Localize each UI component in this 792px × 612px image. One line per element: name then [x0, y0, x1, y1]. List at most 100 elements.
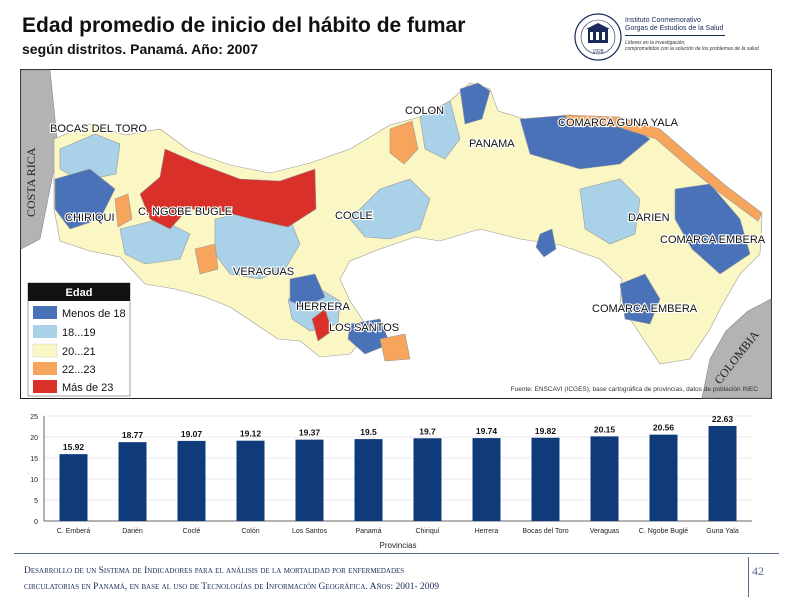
colon-area: [419, 100, 461, 160]
bar: [708, 425, 737, 521]
data-label: 19.12: [240, 429, 262, 439]
label-chiriqui: CHIRIQUI: [65, 212, 115, 224]
label-darien: DARIEN: [628, 212, 670, 224]
slide-title: Edad promedio de inicio del hábito de fu…: [22, 14, 466, 37]
label-ngobe-bugle: C. NGOBE BUGLE: [138, 206, 232, 218]
label-colon: COLON: [405, 105, 444, 117]
legend-swatch-5: [33, 380, 57, 393]
colon-north-area: [459, 82, 491, 125]
label-cocle: COCLE: [335, 210, 373, 222]
bar: [649, 434, 678, 521]
logo-divider: [625, 35, 725, 36]
map-source: Fuente: ENSCAVI (ICGES), base cartográfi…: [511, 386, 759, 393]
island-blue-area: [535, 228, 557, 258]
y-tick-label: 0: [34, 519, 38, 526]
logo-name-line2: Gorgas de Estudios de la Salud: [625, 25, 724, 32]
y-tick-label: 10: [30, 477, 38, 484]
x-tick-label: Panamá: [355, 528, 381, 535]
bar: [354, 439, 383, 521]
logo-tagline-line2: comprometidos con la solución de los pro…: [625, 46, 759, 52]
data-label: 20.15: [594, 424, 616, 434]
data-label: 22.63: [712, 414, 734, 424]
x-tick-label: Guna Yala: [706, 528, 739, 535]
colon-orange-area: [389, 120, 419, 165]
colombia-area: [701, 298, 772, 399]
legend-label-3: 20...21: [62, 346, 96, 358]
legend-label-4: 22...23: [62, 364, 96, 376]
panama-landmass: [53, 82, 763, 365]
footer-text-line1: Desarrollo de un Sistema de Indicadores …: [24, 566, 405, 576]
bocas-area: [59, 133, 121, 182]
region-labels: BOCAS DEL TORO COLON COMARCA GUNA YALA P…: [49, 104, 767, 335]
map-legend: Edad Menos de 18 18...19 20...21 22...23…: [27, 282, 131, 397]
x-tick-label: Darién: [122, 528, 143, 535]
y-axis-title: Edad promedio: [28, 445, 29, 493]
data-label: 20.56: [653, 423, 675, 433]
x-tick-label: Bocas del Toro: [522, 528, 568, 535]
legend-box: [27, 282, 131, 397]
y-tick-label: 5: [34, 498, 38, 505]
bar: [295, 439, 324, 521]
veraguas-orange-area: [194, 243, 219, 275]
label-veraguas: VERAGUAS: [233, 266, 294, 278]
bar: [236, 440, 265, 521]
logo-name-line1: Instituto Conmemorativo: [625, 17, 701, 24]
y-tick-label: 20: [30, 435, 38, 442]
x-tick-label: Colón: [241, 528, 259, 535]
bar: [531, 437, 560, 521]
legend-label-5: Más de 23: [62, 382, 113, 394]
herrera-blue-area: [289, 273, 326, 308]
panama-west-area: [349, 178, 431, 240]
slide-subtitle: según distritos. Panamá. Año: 2007: [22, 41, 258, 57]
bar: [59, 454, 88, 521]
footer-text-line2: circulatorias en Panamá, en base al uso …: [24, 582, 440, 592]
legend-swatch-1: [33, 306, 57, 319]
bar: [118, 442, 147, 521]
data-label: 19.07: [181, 429, 203, 439]
bar: [413, 438, 442, 521]
logo-tagline-line1: Líderes en la investigación,: [625, 40, 686, 46]
page-number: 42: [752, 564, 764, 578]
bar-chart: 0 5 10 15 20 25 15.92 C. Emberá 18.77 Darién 19.07…: [28, 414, 752, 550]
district-map: BOCAS DEL TORO COLON COMARCA GUNA YALA P…: [20, 69, 772, 399]
embera-east-area: [674, 183, 751, 275]
ngobe-bugle-area: [139, 148, 317, 230]
embera-south-area: [619, 273, 661, 325]
legend-swatch-3: [32, 343, 58, 358]
x-tick-label: C. Ngobe Buglé: [639, 528, 689, 535]
label-los-santos: LOS SANTOS: [329, 322, 399, 334]
chiriqui-blue-area: [54, 168, 116, 230]
legend-label-2: 18...19: [62, 327, 96, 339]
los-santos-orange-area: [379, 333, 411, 362]
institute-logo: 1928 Instituto Conmemorativo Gorgas de E…: [573, 12, 773, 62]
y-tick-label: 25: [30, 414, 38, 421]
bar: [590, 436, 619, 521]
y-tick-label: 15: [30, 456, 38, 463]
label-embera-east: COMARCA EMBERA: [660, 234, 766, 246]
legend-title: Edad: [66, 287, 93, 299]
footer-rule: [14, 553, 779, 554]
los-santos-blue-area: [347, 318, 391, 355]
label-embera-south: COMARCA EMBERA: [592, 303, 698, 315]
data-label: 19.5: [360, 427, 377, 437]
x-tick-label: Los Santos: [292, 528, 328, 535]
x-tick-label: C. Emberá: [57, 528, 91, 535]
footer-divider: [748, 557, 749, 597]
guna-coast-area: [564, 114, 763, 222]
seal-year: 1928: [592, 49, 603, 55]
legend-swatch-2: [33, 325, 57, 338]
data-label: 19.7: [419, 426, 436, 436]
legend-swatch-4: [33, 362, 57, 375]
x-tick-label: Veraguas: [590, 528, 620, 535]
label-herrera: HERRERA: [296, 301, 350, 313]
x-tick-label: Chiriquí: [415, 528, 439, 535]
x-tick-label: Herrera: [475, 528, 499, 535]
data-label: 19.37: [299, 428, 321, 438]
data-label: 19.74: [476, 426, 498, 436]
darien-west-area: [579, 178, 641, 245]
data-label: 15.92: [63, 442, 85, 452]
label-costa-rica: COSTA RICA: [24, 147, 38, 217]
label-bocas-del-toro: BOCAS DEL TORO: [50, 123, 147, 135]
data-label: 18.77: [122, 430, 144, 440]
legend-header: [28, 283, 130, 301]
